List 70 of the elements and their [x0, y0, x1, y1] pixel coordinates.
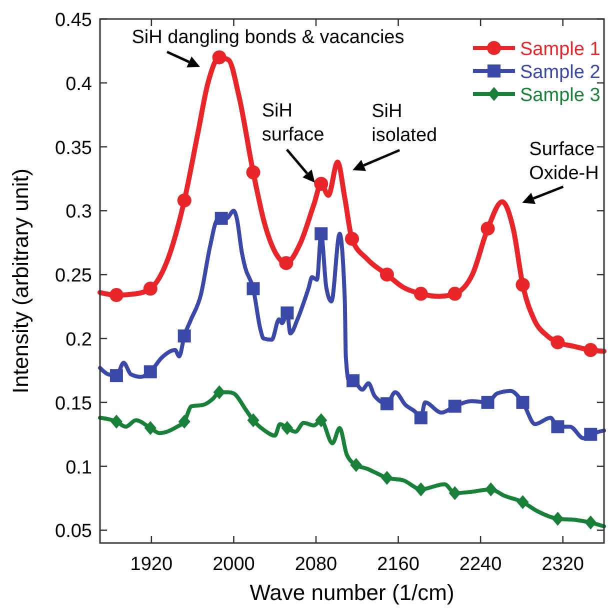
- point: [110, 369, 123, 382]
- point: [247, 413, 260, 428]
- legend-label: Sample 2: [520, 62, 600, 83]
- point: [414, 286, 428, 301]
- point: [516, 396, 530, 409]
- point: [178, 414, 190, 429]
- y-tick-label: 0.35: [55, 138, 92, 159]
- point: [448, 286, 462, 301]
- point: [448, 400, 462, 413]
- x-tick-label: 2320: [542, 554, 584, 575]
- annotation: SiH surface: [262, 100, 324, 146]
- y-tick-label: 0.25: [55, 266, 92, 287]
- annotation: SiH dangling bonds & vacancies: [132, 26, 404, 48]
- point: [516, 495, 529, 510]
- legend-label: Sample 1: [520, 39, 600, 60]
- point: [110, 414, 122, 429]
- y-tick-label: 0.15: [55, 393, 92, 414]
- point: [552, 512, 564, 526]
- point: [213, 385, 226, 400]
- point: [177, 193, 192, 208]
- point: [314, 176, 328, 191]
- point: [480, 222, 495, 236]
- point: [314, 227, 328, 240]
- annotation: Surface Oxide-H: [529, 138, 599, 184]
- point: [144, 420, 156, 435]
- point: [315, 413, 328, 428]
- point: [584, 343, 598, 358]
- point: [380, 397, 394, 410]
- y-tick-label: 0.4: [66, 74, 92, 95]
- point: [143, 282, 158, 296]
- point: [550, 335, 565, 350]
- point: [246, 282, 260, 296]
- point: [414, 482, 427, 496]
- point: [414, 411, 428, 424]
- y-axis-title: Intensity (arbitrary unit): [8, 168, 33, 394]
- x-tick-label: 2000: [212, 554, 255, 575]
- point: [584, 428, 598, 441]
- point: [481, 396, 494, 409]
- y-tick-label: 0.1: [66, 457, 92, 478]
- point: [484, 482, 497, 496]
- y-tick-label: 0.45: [55, 10, 92, 31]
- point: [346, 374, 360, 388]
- point: [380, 268, 394, 282]
- point: [516, 278, 530, 292]
- annotation: SiH isolated: [372, 101, 438, 146]
- x-tick-label: 2240: [459, 554, 502, 575]
- point: [144, 365, 157, 378]
- point: [448, 486, 461, 500]
- point: [109, 288, 124, 302]
- legend-label: Sample 3: [520, 85, 600, 106]
- line-series: [98, 208, 606, 440]
- y-tick-label: 0.3: [66, 202, 92, 223]
- x-tick-label: 2160: [377, 554, 420, 575]
- point: [551, 420, 564, 434]
- point: [279, 256, 294, 270]
- point: [350, 458, 362, 472]
- y-tick-label: 0.05: [55, 521, 92, 542]
- y-tick-label: 0.2: [66, 330, 92, 351]
- x-tick-label: 2080: [294, 554, 338, 575]
- point: [584, 516, 597, 530]
- point: [212, 50, 226, 64]
- point: [280, 306, 294, 320]
- point: [178, 329, 191, 342]
- x-tick-label: 1920: [130, 554, 173, 575]
- point: [380, 470, 393, 485]
- point: [281, 420, 294, 435]
- point: [345, 232, 359, 246]
- point: [246, 165, 260, 180]
- x-axis-title: Wave number (1/cm): [250, 580, 454, 605]
- point: [214, 212, 228, 225]
